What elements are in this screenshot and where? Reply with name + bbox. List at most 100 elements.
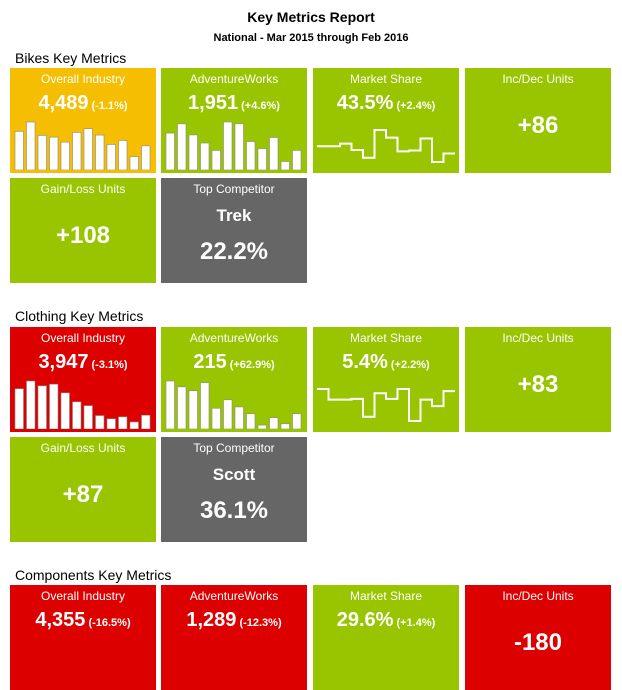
tile-label: Overall Industry	[40, 72, 126, 86]
spark-bar	[246, 413, 256, 429]
tile-gainloss[interactable]: Gain/Loss Units +87	[10, 437, 156, 542]
tile-label: Inc/Dec Units	[502, 72, 574, 86]
tile-label: Top Competitor	[193, 441, 275, 455]
tile-label: Overall Industry	[40, 589, 126, 603]
sparkline-step	[317, 129, 455, 163]
metric-value: +83	[517, 371, 559, 398]
tile-share[interactable]: Market Share 5.4% (+2.2%)	[313, 327, 459, 432]
section-heading: Clothing Key Metrics	[15, 308, 144, 324]
spark-bar	[49, 383, 59, 429]
spark-bar	[165, 380, 175, 429]
tile-label: Inc/Dec Units	[502, 331, 574, 345]
spark-bar	[177, 123, 187, 170]
tile-value: 1,289 (-12.3%)	[161, 609, 307, 632]
metric-change: (+62.9%)	[229, 359, 275, 371]
metric-change: (-1.1%)	[91, 100, 128, 112]
spark-bar	[200, 382, 210, 429]
metric-value: 4,355	[35, 609, 86, 631]
spark-bar	[106, 144, 116, 170]
tile-label: AdventureWorks	[189, 589, 279, 603]
spark-bar	[26, 380, 36, 429]
metric-change: (+2.2%)	[390, 359, 430, 371]
tile-industry[interactable]: Overall Industry 4,489 (-1.1%)	[10, 68, 156, 173]
tile-label: Inc/Dec Units	[502, 589, 574, 603]
competitor-share: 22.2%	[199, 238, 269, 265]
tile-competitor[interactable]: Top Competitor Trek 22.2%	[161, 178, 307, 283]
tile-label: Market Share	[349, 331, 423, 345]
spark-bar	[165, 132, 175, 170]
spark-bar	[223, 399, 233, 429]
tile-gainloss[interactable]: Gain/Loss Units +108	[10, 178, 156, 283]
tile-value: 215 (+62.9%)	[161, 351, 307, 374]
tile-label: Top Competitor	[193, 182, 275, 196]
tile-label: Market Share	[349, 589, 423, 603]
metric-value: +108	[55, 222, 111, 249]
metric-value: 3,947	[38, 351, 89, 373]
spark-line	[317, 388, 455, 422]
metric-change: (-3.1%)	[91, 359, 128, 371]
tile-value: 1,951 (+4.6%)	[161, 92, 307, 115]
tile-label: Gain/Loss Units	[40, 441, 126, 455]
tile-label: Market Share	[349, 72, 423, 86]
tile-value: 5.4% (+2.2%)	[313, 351, 459, 374]
tile-competitor[interactable]: Top Competitor Scott 36.1%	[161, 437, 307, 542]
spark-bar	[177, 386, 187, 429]
spark-bar	[280, 161, 290, 170]
spark-bar	[141, 145, 151, 170]
spark-bar	[200, 142, 210, 170]
metric-value: 215	[193, 351, 227, 373]
metric-value: 4,489	[38, 92, 89, 114]
metric-change: (+1.4%)	[396, 617, 436, 629]
report-title: Key Metrics Report	[247, 9, 375, 25]
tile-incdec[interactable]: Inc/Dec Units -180	[465, 585, 611, 690]
sparkline-bars	[14, 121, 151, 170]
tile-label: Overall Industry	[40, 331, 126, 345]
sparkline-bars	[14, 380, 151, 429]
spark-bar	[223, 121, 233, 170]
tile-value: 4,489 (-1.1%)	[10, 92, 156, 115]
metric-change: (+2.4%)	[396, 100, 436, 112]
metric-value: 1,951	[188, 92, 239, 114]
sparkline-bars	[165, 380, 302, 429]
spark-bar	[106, 418, 116, 429]
tile-industry[interactable]: Overall Industry 4,355 (-16.5%)	[10, 585, 156, 690]
metric-value: 1,289	[186, 609, 237, 631]
spark-bar	[234, 123, 244, 170]
metric-change: (+4.6%)	[241, 100, 280, 112]
tile-incdec[interactable]: Inc/Dec Units +86	[465, 68, 611, 173]
spark-bar	[211, 407, 221, 429]
metric-value: 43.5%	[336, 92, 394, 114]
sparkline-step	[317, 388, 455, 422]
spark-bar	[188, 134, 198, 170]
spark-bar	[37, 385, 47, 429]
spark-bar	[211, 150, 221, 170]
spark-bar	[129, 156, 139, 170]
tile-aw[interactable]: AdventureWorks 1,289 (-12.3%)	[161, 585, 307, 690]
spark-bar	[26, 121, 36, 170]
spark-bar	[14, 388, 24, 429]
competitor-name: Scott	[212, 465, 256, 484]
tile-aw[interactable]: AdventureWorks 1,951 (+4.6%)	[161, 68, 307, 173]
tile-industry[interactable]: Overall Industry 3,947 (-3.1%)	[10, 327, 156, 432]
spark-bar	[257, 148, 267, 170]
spark-bar	[83, 405, 93, 429]
tile-label: AdventureWorks	[189, 331, 279, 345]
tile-share[interactable]: Market Share 43.5% (+2.4%)	[313, 68, 459, 173]
metric-value: +87	[62, 481, 104, 508]
spark-bar	[49, 136, 59, 170]
report-subtitle: National - Mar 2015 through Feb 2016	[213, 32, 409, 44]
metric-change: (-16.5%)	[88, 617, 131, 629]
spark-bar	[280, 423, 290, 429]
spark-bar	[60, 392, 70, 429]
spark-bar	[188, 390, 198, 429]
tile-aw[interactable]: AdventureWorks 215 (+62.9%)	[161, 327, 307, 432]
spark-bar	[14, 131, 24, 170]
metric-value: +86	[517, 112, 559, 139]
tile-share[interactable]: Market Share 29.6% (+1.4%)	[313, 585, 459, 690]
section-heading: Bikes Key Metrics	[15, 50, 127, 66]
metric-value: 29.6%	[336, 609, 394, 631]
tile-incdec[interactable]: Inc/Dec Units +83	[465, 327, 611, 432]
tile-label: AdventureWorks	[189, 72, 279, 86]
spark-bar	[269, 137, 279, 170]
sparkline-bars	[165, 121, 302, 170]
